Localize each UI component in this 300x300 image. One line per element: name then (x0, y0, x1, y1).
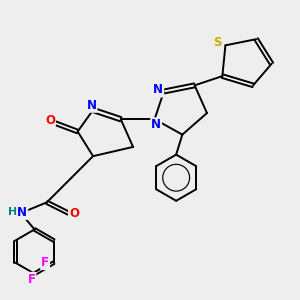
Text: F: F (41, 256, 49, 269)
Text: O: O (45, 114, 55, 127)
Text: N: N (153, 83, 163, 97)
Text: H: H (8, 208, 18, 218)
Text: N: N (17, 206, 27, 219)
Text: N: N (86, 99, 97, 112)
Text: S: S (214, 36, 222, 49)
Text: N: N (151, 118, 161, 131)
Text: F: F (28, 273, 35, 286)
Text: O: O (69, 207, 79, 220)
